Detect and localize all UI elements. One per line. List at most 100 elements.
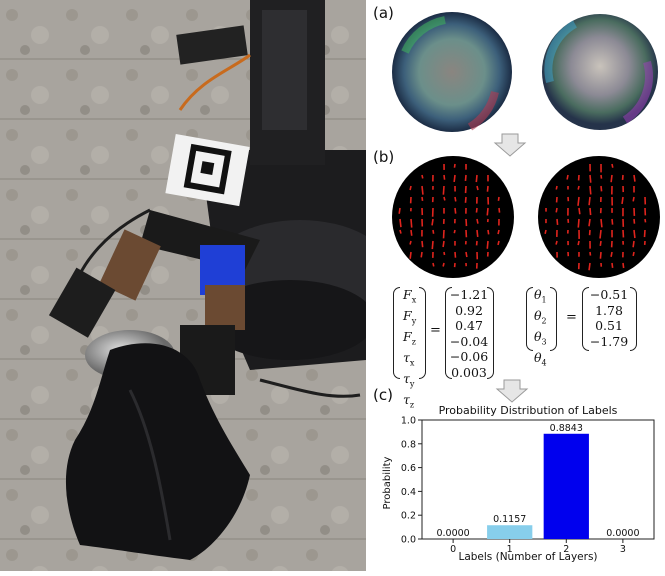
- displacement-arrow: [601, 186, 602, 191]
- displacement-arrow: [487, 186, 488, 192]
- tactile-images: [385, 12, 660, 132]
- displacement-arrow: [556, 241, 557, 245]
- displacement-arrow: [579, 208, 580, 214]
- y-tick-label: 0.0: [401, 535, 416, 546]
- right-paren: [550, 287, 557, 351]
- sub-4: 4: [542, 359, 547, 368]
- sub-2: 2: [542, 317, 547, 326]
- displacement-arrow: [557, 219, 558, 225]
- y-tick-label: 0.2: [401, 511, 416, 522]
- displacement-field-left: [392, 156, 514, 278]
- displacement-arrow: [455, 208, 456, 214]
- displacement-arrow: [422, 197, 423, 201]
- chart-title: Probability Distribution of Labels: [439, 404, 618, 417]
- displacement-arrow: [422, 241, 423, 247]
- right-paren: [630, 287, 637, 351]
- angle-value: −1.79: [588, 334, 630, 350]
- y-axis: 0.0 0.2 0.4 0.6 0.8 1.0: [401, 416, 422, 546]
- displacement-field-right: [538, 156, 660, 278]
- displacement-arrow: [488, 230, 489, 234]
- displacement-arrow: [411, 230, 412, 236]
- displacement-arrow: [399, 208, 400, 214]
- robot-photo: [0, 0, 366, 571]
- y-tick-label: 0.8: [401, 439, 416, 450]
- wrench-value: −0.06: [449, 349, 489, 365]
- chart-xlabel: Labels (Number of Layers): [458, 551, 597, 563]
- displacement-arrow: [633, 252, 634, 256]
- displacement-arrow: [400, 230, 401, 234]
- right-paren: [487, 287, 494, 379]
- displacement-arrow: [432, 219, 433, 225]
- displacement-arrow: [567, 175, 568, 180]
- displacement-arrow: [590, 186, 591, 194]
- displacement-arrow: [601, 219, 602, 227]
- tactile-image-left: [392, 12, 512, 132]
- y-tick-label: 0.4: [401, 487, 416, 498]
- displacement-arrow: [611, 175, 612, 182]
- displacement-arrow: [410, 186, 411, 190]
- displacement-arrow: [465, 175, 466, 181]
- angle-values: −0.51 1.78 0.51 −1.79: [588, 287, 630, 349]
- displacement-arrow: [622, 197, 623, 204]
- displacement-arrow: [578, 219, 579, 228]
- bar-1: [487, 525, 532, 539]
- displacement-arrow: [422, 175, 423, 178]
- displacement-arrow: [498, 230, 499, 234]
- displacement-arrow: [410, 241, 411, 244]
- displacement-arrow: [589, 219, 590, 226]
- wrench-symbols: Fx Fy Fz τx τy τz: [403, 287, 416, 413]
- displacement-arrow: [578, 197, 579, 206]
- displacement-arrow: [633, 241, 634, 247]
- displacement-arrow: [578, 241, 579, 245]
- bar-2: [544, 434, 589, 539]
- displacement-arrow: [444, 175, 445, 180]
- chart-ylabel: Probability: [382, 456, 393, 509]
- displacement-arrow: [634, 175, 635, 182]
- displacement-arrow: [455, 197, 456, 201]
- equals-sign: =: [430, 323, 441, 338]
- y-tick-label: 1.0: [401, 416, 416, 427]
- sub-z: z: [412, 338, 416, 347]
- displacement-arrow: [612, 263, 613, 268]
- displacement-arrow: [443, 241, 444, 247]
- displacement-arrow: [422, 186, 423, 195]
- displacement-arrow: [590, 208, 591, 215]
- wrench-value: −0.04: [449, 334, 489, 350]
- displacement-arrow: [556, 186, 557, 190]
- displacement-arrow: [645, 219, 646, 222]
- displacement-arrow: [411, 219, 412, 228]
- sub-x2: x: [410, 359, 415, 368]
- x-tick-label: 3: [620, 544, 626, 555]
- wrench-value: 0.92: [449, 303, 489, 319]
- x-tick-label: 2: [563, 544, 569, 555]
- bar-value-label: 0.8843: [550, 423, 583, 434]
- displacement-arrow: [433, 230, 434, 234]
- displacement-arrow: [466, 252, 467, 257]
- displacement-arrow: [432, 241, 433, 249]
- displacement-arrow: [454, 164, 455, 168]
- displacement-arrow: [443, 186, 444, 195]
- displacement-arrow: [634, 230, 635, 238]
- displacement-arrow: [477, 230, 478, 237]
- angle-value: 0.51: [588, 318, 630, 334]
- plot-area: [422, 420, 654, 539]
- displacement-arrow: [487, 208, 488, 215]
- displacement-arrow: [578, 186, 579, 190]
- displacement-arrow: [589, 263, 590, 270]
- displacement-arrow: [498, 241, 499, 245]
- displacement-arrow: [600, 241, 601, 246]
- displacement-arrow: [410, 252, 411, 259]
- displacement-arrow: [444, 197, 445, 200]
- displacement-arrow: [612, 219, 613, 225]
- equals-sign: =: [566, 310, 577, 325]
- displacement-arrow: [421, 252, 422, 257]
- sub-1: 1: [542, 296, 547, 305]
- displacement-arrow: [498, 197, 499, 201]
- displacement-arrow: [477, 186, 478, 190]
- left-paren: [393, 287, 400, 379]
- angle-value: 1.78: [588, 303, 630, 319]
- y-tick-label: 0.6: [401, 463, 416, 474]
- right-paren: [419, 287, 426, 379]
- x-tick-label: 0: [450, 544, 456, 555]
